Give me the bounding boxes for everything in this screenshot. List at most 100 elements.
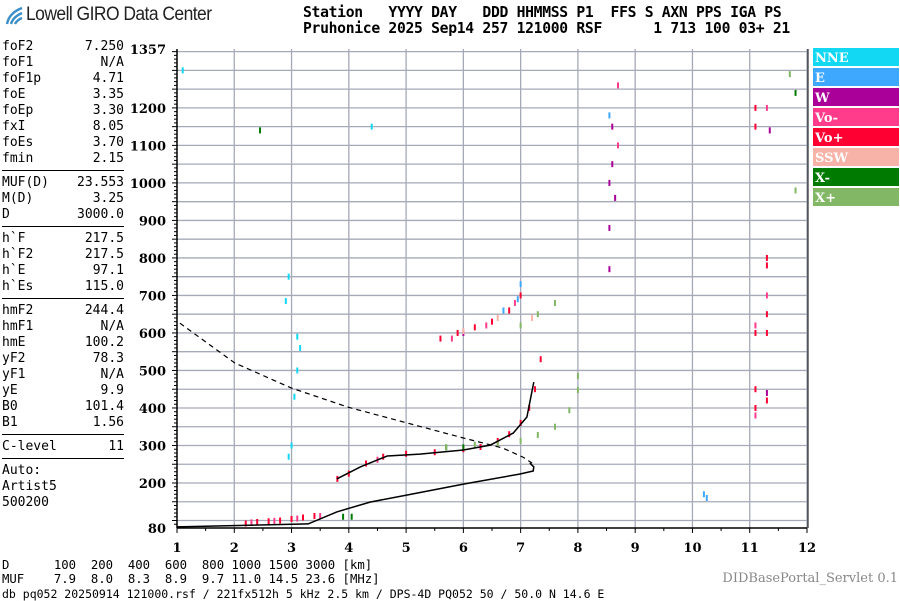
legend-label: SSW: [815, 151, 848, 166]
param-value: N/A: [100, 319, 124, 334]
param-row: h`F 217.5: [2, 231, 124, 247]
echo-point-xplus: [536, 311, 539, 318]
x-tick-label: 1: [172, 541, 181, 556]
echo-point-voplus: [491, 318, 493, 325]
echo-point-vominus: [513, 299, 516, 306]
echo-point-xplus: [519, 437, 522, 444]
x-tick-label: 12: [798, 541, 816, 556]
echo-point-voplus: [456, 329, 459, 336]
param-name: B0: [2, 399, 18, 414]
echo-point-voplus: [508, 431, 511, 438]
param-name: fmin: [2, 151, 34, 166]
param-value: 217.5: [84, 247, 124, 262]
y-tick-label: 500: [139, 364, 166, 379]
param-value: N/A: [100, 367, 124, 382]
file-info-footer: db pq052 20250914 121000.rsf / 221fx512h…: [2, 587, 605, 601]
y-tick-label: 1000: [130, 177, 166, 192]
echo-point-w: [765, 389, 768, 396]
station-header: Station YYYY DAY DDD HHMMSS P1 FFS S AXN…: [303, 5, 790, 37]
separator: [2, 226, 124, 227]
distance-row: D 100 200 400 600 800 1000 1500 3000 [km…: [2, 558, 373, 572]
echo-point-voplus: [765, 311, 768, 318]
echo-point-nne: [296, 333, 299, 340]
real-height-profile-line: [176, 462, 535, 528]
logo-text: Lowell GIRO Data Center: [26, 4, 212, 25]
trace-fit-line: [336, 381, 535, 480]
param-value: 3.25: [92, 191, 124, 206]
param-row: D 3000.0: [2, 207, 124, 223]
echo-point-voplus: [765, 329, 768, 336]
param-row: hmF2 244.4: [2, 303, 124, 319]
echo-point-voplus: [754, 404, 757, 411]
legend-label: X+: [815, 191, 836, 206]
legend-label: Vo+: [814, 131, 843, 146]
echo-point-voplus: [519, 292, 522, 299]
x-tick-label: 3: [287, 541, 296, 556]
echo-point-xplus: [445, 444, 448, 451]
echo-point-voplus: [302, 514, 304, 521]
param-row: yE 9.9: [2, 383, 124, 399]
echo-point-vominus: [319, 512, 322, 519]
echo-point-w: [611, 161, 614, 168]
echo-point-voplus: [533, 386, 536, 393]
separator: [2, 458, 124, 459]
echo-point-voplus: [539, 356, 542, 363]
param-value: 97.1: [92, 263, 124, 278]
separator: [2, 170, 124, 171]
echo-point-voplus: [754, 104, 757, 111]
param-row: foF1 N/A: [2, 55, 124, 71]
echo-point-nne: [299, 344, 302, 351]
param-value: 101.4: [84, 399, 124, 414]
echo-point-xminus: [350, 513, 353, 520]
echo-point-voplus: [347, 470, 350, 477]
param-value: 2.15: [92, 151, 124, 166]
param-value: N/A: [100, 55, 124, 70]
param-name: h`E: [2, 263, 26, 278]
param-value: 4.71: [92, 71, 124, 86]
header-labels: Station YYYY DAY DDD HHMMSS P1 FFS S AXN…: [303, 4, 782, 21]
param-value: 244.4: [84, 303, 124, 318]
y-tick-label: 1100: [130, 139, 166, 154]
echo-point-nne: [290, 442, 293, 449]
x-tick-label: 9: [631, 541, 640, 556]
echo-point-vominus: [765, 104, 768, 111]
echo-point-nne: [284, 298, 287, 305]
echo-point-voplus: [765, 262, 768, 269]
param-name: B1: [2, 415, 18, 430]
param-name: MUF(D): [2, 175, 49, 190]
echo-point-voplus: [473, 324, 476, 331]
muf-table: D 100 200 400 600 800 1000 1500 3000 [km…: [2, 558, 380, 586]
param-value: 78.3: [92, 351, 124, 366]
param-value: 3000.0: [77, 207, 124, 222]
y-tick-label: 200: [139, 477, 166, 492]
autoscale-line1: Auto:: [2, 463, 42, 478]
legend-label: E: [815, 71, 825, 86]
param-value: 8.05: [92, 119, 124, 134]
autoscale-line3: 500200: [2, 495, 49, 510]
echo-point-vominus: [450, 335, 453, 342]
x-tick-label: 5: [402, 541, 411, 556]
param-name: foF1p: [2, 71, 42, 86]
echo-point-nne: [287, 453, 290, 460]
param-name: yE: [2, 383, 18, 398]
echo-point-vominus: [617, 82, 619, 89]
param-value: 1.56: [92, 415, 124, 430]
echo-point-voplus: [279, 517, 282, 524]
echo-point-vominus: [765, 292, 768, 299]
autoscale-line2: Artist5: [2, 479, 57, 494]
param-name: C-level: [2, 439, 57, 454]
echo-point-ssw: [496, 314, 499, 321]
x-tick-label: 10: [683, 541, 701, 556]
legend-swatch-7: [813, 188, 899, 206]
echo-point-ssw: [531, 314, 534, 321]
param-value: 100.2: [84, 335, 124, 350]
echo-point-voplus: [508, 307, 511, 314]
legend-swatch-2: [813, 88, 899, 106]
echo-point-voplus: [290, 515, 293, 522]
y-tick-label: 800: [139, 252, 166, 267]
echo-point-nne: [370, 123, 373, 130]
echo-point-voplus: [754, 386, 757, 393]
x-tick-label: 6: [459, 541, 468, 556]
y-tick-label: 80: [148, 522, 166, 537]
